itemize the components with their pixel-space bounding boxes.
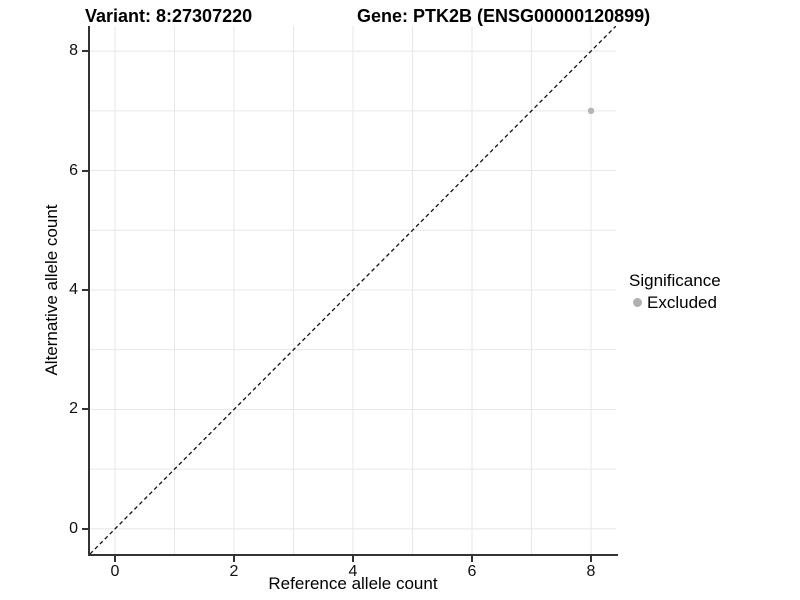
y-tick-label: 6 <box>69 161 78 179</box>
y-tick-label: 8 <box>69 42 78 60</box>
x-tick-mark <box>352 556 354 562</box>
x-axis-line <box>88 554 618 556</box>
x-tick-mark <box>471 556 473 562</box>
x-tick-label: 4 <box>348 563 358 580</box>
y-axis-line <box>88 26 90 556</box>
plot-title-variant: Variant: 8:27307220 <box>85 6 253 26</box>
y-tick-mark <box>82 408 88 411</box>
plot-title-gene: Gene: PTK2B (ENSG00000120899) <box>357 6 651 26</box>
legend: Significance Excluded <box>629 270 721 313</box>
legend-title: Significance <box>629 271 721 290</box>
y-tick-mark <box>82 289 88 291</box>
x-axis-title: Reference allele count <box>268 574 438 593</box>
x-tick-label: 8 <box>586 563 596 580</box>
x-tick-label: 0 <box>110 563 120 580</box>
y-tick-label: 4 <box>69 281 78 298</box>
excluded-point-swatch-icon <box>633 298 642 307</box>
y-tick-mark <box>82 50 88 53</box>
x-tick-mark <box>232 556 235 562</box>
x-tick-label: 2 <box>229 563 239 580</box>
plot-canvas <box>90 26 616 554</box>
x-tick-label: 6 <box>467 563 477 580</box>
data-point <box>587 107 595 115</box>
y-tick-mark <box>82 169 88 172</box>
y-tick-label: 0 <box>69 519 78 537</box>
identity-reference-line <box>90 26 616 554</box>
legend-item-label: Excluded <box>647 293 717 312</box>
legend-item-excluded: Excluded <box>629 292 721 313</box>
y-tick-mark <box>82 527 88 530</box>
x-tick-mark <box>113 556 116 562</box>
x-tick-mark <box>590 556 592 562</box>
y-tick-label: 2 <box>69 400 78 418</box>
plot-panel <box>90 26 616 554</box>
